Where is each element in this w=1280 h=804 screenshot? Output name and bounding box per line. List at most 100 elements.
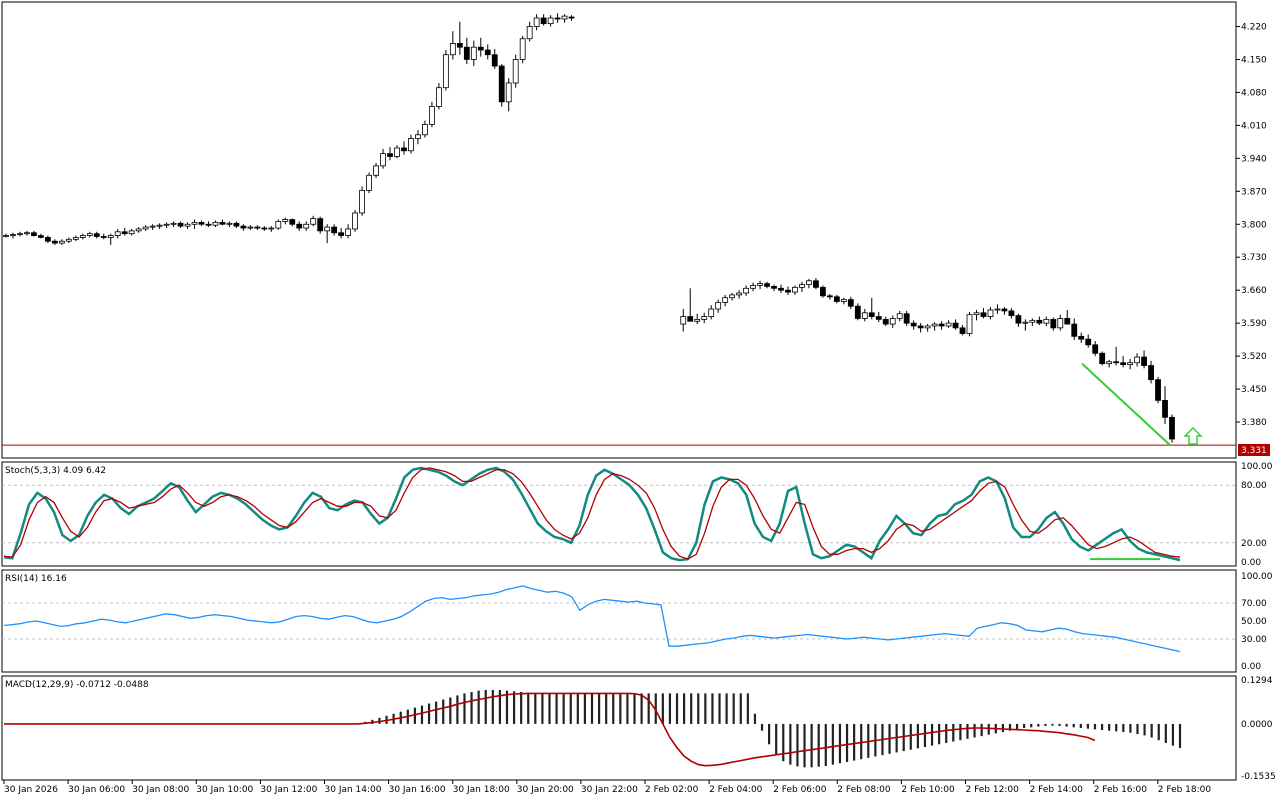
candle bbox=[1092, 341, 1099, 357]
x-tick-label: 2 Feb 16:00 bbox=[1094, 785, 1148, 795]
candle bbox=[470, 40, 477, 67]
rsi-panel[interactable] bbox=[2, 585, 1236, 653]
candle bbox=[1099, 351, 1106, 366]
candle bbox=[959, 325, 966, 336]
stochastic-panel[interactable] bbox=[2, 466, 1236, 562]
candle bbox=[1071, 318, 1078, 341]
candle bbox=[114, 228, 121, 239]
bear-candle-body bbox=[44, 237, 51, 242]
macd-tick-label: 0.0000 bbox=[1241, 720, 1273, 730]
up-arrow-icon bbox=[1183, 427, 1203, 445]
bull-candle-body bbox=[373, 165, 379, 176]
rsi-tick-label: 0.00 bbox=[1241, 662, 1261, 672]
bull-candle-body bbox=[10, 234, 16, 237]
bull-candle-body bbox=[442, 54, 449, 89]
bear-candle-body bbox=[317, 218, 324, 232]
bull-candle-body bbox=[449, 43, 456, 56]
bull-candle-body bbox=[415, 134, 421, 139]
bear-candle-body bbox=[1064, 318, 1071, 325]
price-tick-label: 4.220 bbox=[1241, 22, 1267, 32]
macd-signal-line bbox=[4, 692, 1096, 767]
bull-candle-body bbox=[114, 231, 121, 236]
bull-candle-body bbox=[435, 87, 442, 107]
bear-candle-body bbox=[387, 153, 393, 157]
macd-panel[interactable] bbox=[4, 689, 1182, 768]
candle bbox=[107, 233, 114, 245]
bull-candle-body bbox=[170, 222, 177, 225]
candle bbox=[708, 305, 715, 320]
x-tick-label: 2 Feb 06:00 bbox=[773, 785, 827, 795]
candle bbox=[554, 13, 561, 23]
bear-candle-body bbox=[540, 17, 547, 25]
candle bbox=[38, 233, 44, 239]
candle bbox=[875, 311, 882, 323]
bull-candle-body bbox=[275, 221, 282, 229]
price-tick-label: 3.730 bbox=[1241, 253, 1267, 263]
bear-candle-body bbox=[254, 226, 261, 229]
candle bbox=[903, 310, 910, 326]
bull-candle-body bbox=[987, 309, 994, 317]
bull-candle-body bbox=[861, 312, 868, 319]
candle bbox=[1127, 358, 1134, 370]
bear-candle-body bbox=[1155, 379, 1161, 401]
bear-candle-body bbox=[868, 312, 875, 317]
candle bbox=[498, 64, 505, 107]
bear-candle-body bbox=[826, 295, 833, 298]
price-tick-label: 3.590 bbox=[1241, 319, 1267, 329]
candle bbox=[163, 222, 170, 229]
candle bbox=[135, 227, 142, 233]
bear-candle-body bbox=[1015, 315, 1022, 324]
candle bbox=[477, 37, 484, 57]
bull-candle-body bbox=[708, 308, 715, 317]
bull-candle-body bbox=[86, 233, 93, 236]
candle bbox=[324, 224, 331, 244]
bear-candle-body bbox=[1099, 352, 1106, 365]
candle bbox=[247, 225, 254, 230]
bear-candle-body bbox=[917, 325, 924, 329]
candle bbox=[966, 311, 973, 337]
candle bbox=[422, 120, 428, 138]
bull-candle-body bbox=[973, 312, 980, 316]
bull-candle-body bbox=[422, 124, 428, 136]
candle bbox=[352, 210, 359, 232]
bull-candle-body bbox=[743, 287, 749, 294]
bear-candle-body bbox=[1078, 335, 1085, 340]
candle bbox=[170, 221, 177, 228]
candle bbox=[317, 216, 324, 234]
bear-candle-body bbox=[477, 46, 484, 51]
candle bbox=[359, 186, 365, 216]
bear-candle-body bbox=[1036, 319, 1043, 324]
candle bbox=[1141, 350, 1147, 369]
bull-candle-body bbox=[1127, 362, 1134, 365]
candle bbox=[58, 239, 65, 245]
price-tick-label: 3.450 bbox=[1241, 385, 1267, 395]
bull-candle-body bbox=[519, 38, 526, 60]
bear-candle-body bbox=[338, 232, 345, 236]
candle bbox=[415, 130, 421, 145]
candle bbox=[1155, 376, 1161, 404]
price-tick-label: 3.520 bbox=[1241, 352, 1267, 362]
bear-candle-body bbox=[568, 16, 575, 19]
candle bbox=[491, 49, 498, 69]
bull-candle-body bbox=[247, 226, 254, 229]
bull-candle-body bbox=[1029, 319, 1036, 323]
candle bbox=[750, 282, 756, 292]
rsi-frame bbox=[1, 569, 1237, 673]
candle bbox=[1057, 314, 1064, 331]
candle bbox=[1015, 313, 1022, 327]
candle bbox=[79, 233, 86, 240]
bull-candle-body bbox=[359, 189, 365, 214]
bear-candle-body bbox=[952, 322, 959, 329]
candle bbox=[952, 319, 959, 330]
candle bbox=[373, 163, 379, 179]
candle bbox=[868, 297, 875, 320]
price-panel[interactable] bbox=[2, 13, 1236, 446]
rsi-tick-label: 30.00 bbox=[1241, 635, 1267, 645]
bull-candle-body bbox=[505, 82, 512, 103]
bull-candle-body bbox=[736, 292, 743, 296]
candle bbox=[219, 219, 226, 226]
candle bbox=[889, 315, 896, 328]
candle bbox=[156, 223, 163, 229]
